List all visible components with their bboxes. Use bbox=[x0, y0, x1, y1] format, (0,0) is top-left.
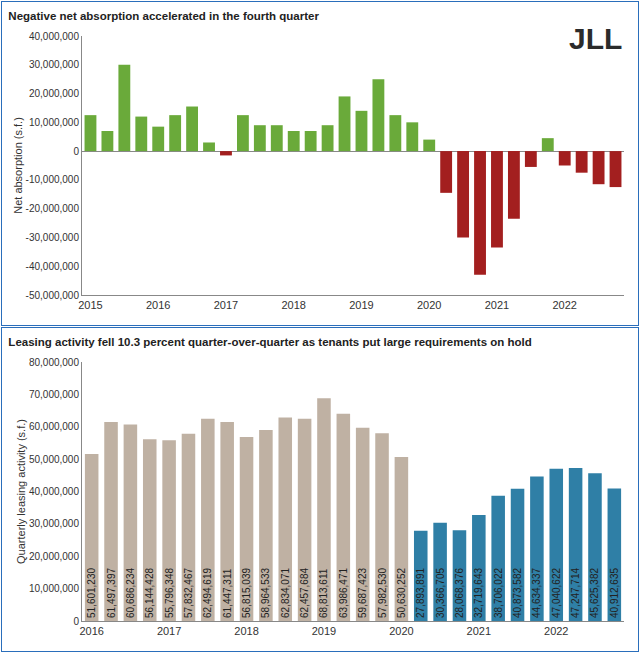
svg-text:-10,000,000: -10,000,000 bbox=[26, 174, 80, 185]
svg-text:2018: 2018 bbox=[234, 625, 258, 637]
svg-text:62,834,071: 62,834,071 bbox=[280, 568, 291, 618]
svg-text:JLL: JLL bbox=[569, 22, 622, 55]
svg-text:45,625,382: 45,625,382 bbox=[589, 568, 600, 618]
svg-text:60,000,000: 60,000,000 bbox=[29, 421, 79, 432]
svg-text:2015: 2015 bbox=[78, 299, 102, 311]
svg-text:20,000,000: 20,000,000 bbox=[29, 551, 79, 562]
svg-text:50,000,000: 50,000,000 bbox=[29, 454, 79, 465]
svg-text:30,000,000: 30,000,000 bbox=[29, 59, 79, 70]
svg-text:2019: 2019 bbox=[349, 299, 373, 311]
svg-text:70,000,000: 70,000,000 bbox=[29, 389, 79, 400]
svg-text:44,634,337: 44,634,337 bbox=[531, 568, 542, 618]
svg-text:0: 0 bbox=[73, 146, 79, 157]
svg-text:40,912,635: 40,912,635 bbox=[609, 568, 620, 618]
svg-text:2016: 2016 bbox=[146, 299, 170, 311]
svg-text:61,497,397: 61,497,397 bbox=[106, 568, 117, 618]
svg-text:55,796,348: 55,796,348 bbox=[164, 568, 175, 618]
svg-text:-20,000,000: -20,000,000 bbox=[26, 203, 80, 214]
svg-text:27,893,891: 27,893,891 bbox=[415, 568, 426, 618]
svg-text:Net absorption (s.f.): Net absorption (s.f.) bbox=[12, 117, 24, 214]
svg-text:50,630,252: 50,630,252 bbox=[396, 568, 407, 618]
svg-text:57,832,467: 57,832,467 bbox=[183, 568, 194, 618]
svg-text:40,000,000: 40,000,000 bbox=[29, 486, 79, 497]
svg-text:30,000,000: 30,000,000 bbox=[29, 518, 79, 529]
svg-text:30,366,705: 30,366,705 bbox=[435, 568, 446, 618]
svg-text:2016: 2016 bbox=[79, 625, 103, 637]
svg-text:38,706,022: 38,706,022 bbox=[493, 568, 504, 618]
svg-text:32,719,643: 32,719,643 bbox=[473, 568, 484, 618]
svg-text:40,873,582: 40,873,582 bbox=[512, 568, 523, 618]
svg-text:47,040,622: 47,040,622 bbox=[551, 568, 562, 618]
svg-text:10,000,000: 10,000,000 bbox=[29, 583, 79, 594]
svg-text:63,986,471: 63,986,471 bbox=[338, 568, 349, 618]
svg-text:62,457,684: 62,457,684 bbox=[299, 568, 310, 618]
svg-text:2018: 2018 bbox=[281, 299, 305, 311]
svg-text:Quarterly leasing activity (s.: Quarterly leasing activity (s.f.) bbox=[15, 419, 27, 564]
svg-text:-50,000,000: -50,000,000 bbox=[26, 290, 80, 301]
svg-text:62,494,619: 62,494,619 bbox=[202, 568, 213, 618]
svg-text:80,000,000: 80,000,000 bbox=[29, 357, 79, 368]
svg-text:2022: 2022 bbox=[552, 299, 576, 311]
svg-text:56,815,039: 56,815,039 bbox=[241, 568, 252, 618]
svg-text:2020: 2020 bbox=[417, 299, 441, 311]
svg-text:20,000,000: 20,000,000 bbox=[29, 88, 79, 99]
svg-text:2019: 2019 bbox=[312, 625, 336, 637]
svg-text:61,447,311: 61,447,311 bbox=[222, 568, 233, 618]
svg-text:47,247,714: 47,247,714 bbox=[570, 568, 581, 618]
svg-text:2017: 2017 bbox=[214, 299, 238, 311]
svg-text:58,964,533: 58,964,533 bbox=[260, 568, 271, 618]
svg-text:56,144,428: 56,144,428 bbox=[144, 568, 155, 618]
svg-text:2017: 2017 bbox=[157, 625, 181, 637]
svg-text:0: 0 bbox=[73, 616, 79, 627]
svg-text:2021: 2021 bbox=[485, 299, 509, 311]
svg-text:2020: 2020 bbox=[389, 625, 413, 637]
svg-text:-40,000,000: -40,000,000 bbox=[26, 261, 80, 272]
svg-text:57,982,530: 57,982,530 bbox=[377, 568, 388, 618]
svg-text:40,000,000: 40,000,000 bbox=[29, 31, 79, 42]
svg-text:2021: 2021 bbox=[467, 625, 491, 637]
svg-text:60,686,234: 60,686,234 bbox=[125, 568, 136, 618]
svg-text:Leasing activity fell 10.3 per: Leasing activity fell 10.3 percent quart… bbox=[8, 336, 531, 348]
svg-text:59,687,423: 59,687,423 bbox=[357, 568, 368, 618]
svg-text:-30,000,000: -30,000,000 bbox=[26, 232, 80, 243]
svg-text:28,068,376: 28,068,376 bbox=[454, 568, 465, 618]
svg-text:2022: 2022 bbox=[544, 625, 568, 637]
svg-text:10,000,000: 10,000,000 bbox=[29, 117, 79, 128]
svg-text:68,813,611: 68,813,611 bbox=[318, 568, 329, 618]
svg-text:Negative net absorption accele: Negative net absorption accelerated in t… bbox=[8, 10, 319, 22]
svg-text:51,601,230: 51,601,230 bbox=[86, 568, 97, 618]
